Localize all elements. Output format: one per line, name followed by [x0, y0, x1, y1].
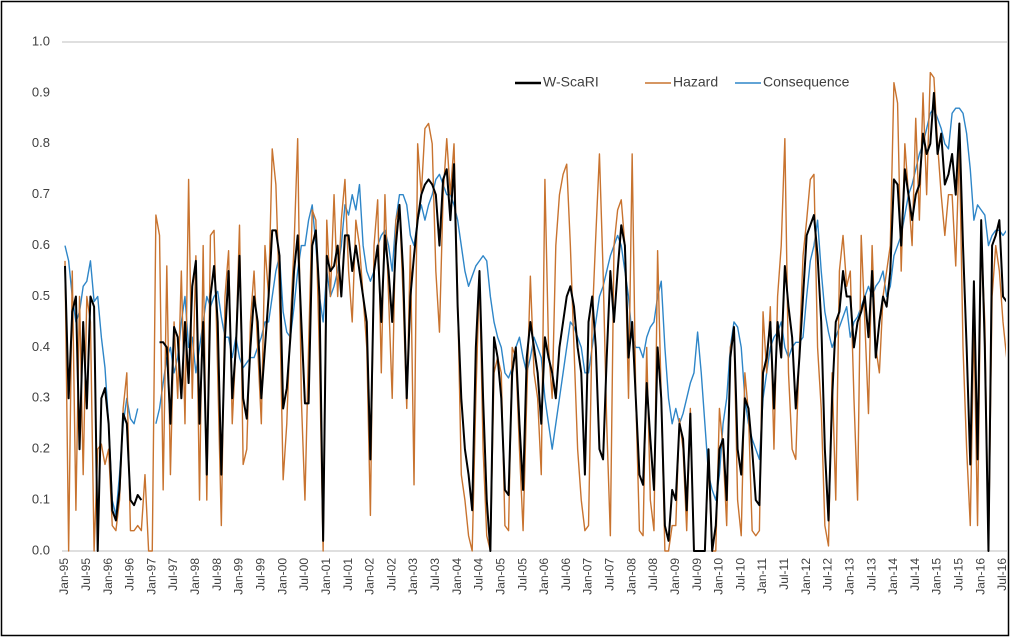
x-tick-label: Jul-12 [821, 558, 835, 591]
y-tick-label: 1.0 [32, 33, 50, 48]
x-tick-label: Jul-97 [166, 558, 180, 591]
x-tick-label: Jul-99 [253, 558, 267, 591]
legend-label: Hazard [673, 74, 718, 90]
legend: W-ScaRI Hazard Consequence [515, 74, 850, 90]
x-tick-label: Jul-96 [123, 558, 137, 591]
plot-lines [64, 71, 1006, 552]
x-tick-label: Jan-04 [450, 558, 464, 595]
x-tick-label: Jul-16 [995, 558, 1009, 591]
x-tick-label: Jan-97 [144, 558, 158, 595]
y-tick-label: 0.8 [32, 135, 50, 150]
y-tick-label: 0.0 [32, 542, 50, 557]
y-tick-label: 0.6 [32, 237, 50, 252]
x-tick-label: Jul-00 [297, 558, 311, 591]
x-tick-label: Jul-98 [210, 558, 224, 591]
x-tick-label: Jul-09 [690, 558, 704, 591]
x-tick-label: Jan-06 [537, 558, 551, 595]
y-tick-label: 0.4 [32, 339, 50, 354]
x-tick-label: Jul-03 [428, 558, 442, 591]
x-tick-label: Jan-08 [624, 558, 638, 595]
x-tick-label: Jan-10 [712, 558, 726, 595]
x-tick-label: Jan-16 [973, 558, 987, 595]
x-tick-label: Jan-95 [57, 558, 71, 595]
x-tick-label: Jan-02 [363, 558, 377, 595]
x-tick-label: Jul-08 [646, 558, 660, 591]
x-tick-label: Jul-14 [908, 558, 922, 591]
series-line [64, 71, 1006, 552]
x-tick-label: Jul-10 [733, 558, 747, 591]
x-tick-label: Jul-02 [384, 558, 398, 591]
y-tick-label: 0.5 [32, 288, 50, 303]
x-tick-label: Jan-98 [188, 558, 202, 595]
x-tick-label: Jul-13 [864, 558, 878, 591]
x-tick-label: Jul-05 [515, 558, 529, 591]
x-tick-label: Jan-07 [581, 558, 595, 595]
x-tick-label: Jan-13 [842, 558, 856, 595]
y-tick-label: 0.2 [32, 441, 50, 456]
x-tick-label: Jan-15 [930, 558, 944, 595]
x-tick-label: Jan-00 [275, 558, 289, 595]
x-tick-label: Jul-04 [472, 558, 486, 591]
x-tick-label: Jan-14 [886, 558, 900, 595]
x-tick-label: Jan-01 [319, 558, 333, 595]
y-tick-label: 0.1 [32, 492, 50, 507]
y-tick-label: 0.3 [32, 390, 50, 405]
x-tick-label: Jan-03 [406, 558, 420, 595]
legend-label: W-ScaRI [543, 74, 599, 90]
x-tick-label: Jan-12 [799, 558, 813, 595]
x-tick-label: Jan-05 [493, 558, 507, 595]
x-tick-label: Jul-07 [603, 558, 617, 591]
x-tick-label: Jul-06 [559, 558, 573, 591]
y-tick-label: 0.9 [32, 84, 50, 99]
x-tick-label: Jul-15 [952, 558, 966, 591]
x-tick-label: Jul-11 [777, 558, 791, 590]
series-line [64, 91, 1006, 552]
legend-label: Consequence [763, 74, 850, 90]
x-tick-label: Jul-01 [341, 558, 355, 591]
x-tick-label: Jan-09 [668, 558, 682, 595]
x-tick-label: Jan-11 [755, 558, 769, 594]
x-tick-label: Jan-99 [232, 558, 246, 595]
x-tick-label: Jan-96 [101, 558, 115, 595]
y-tick-label: 0.7 [32, 186, 50, 201]
x-tick-label: Jul-95 [79, 558, 93, 591]
